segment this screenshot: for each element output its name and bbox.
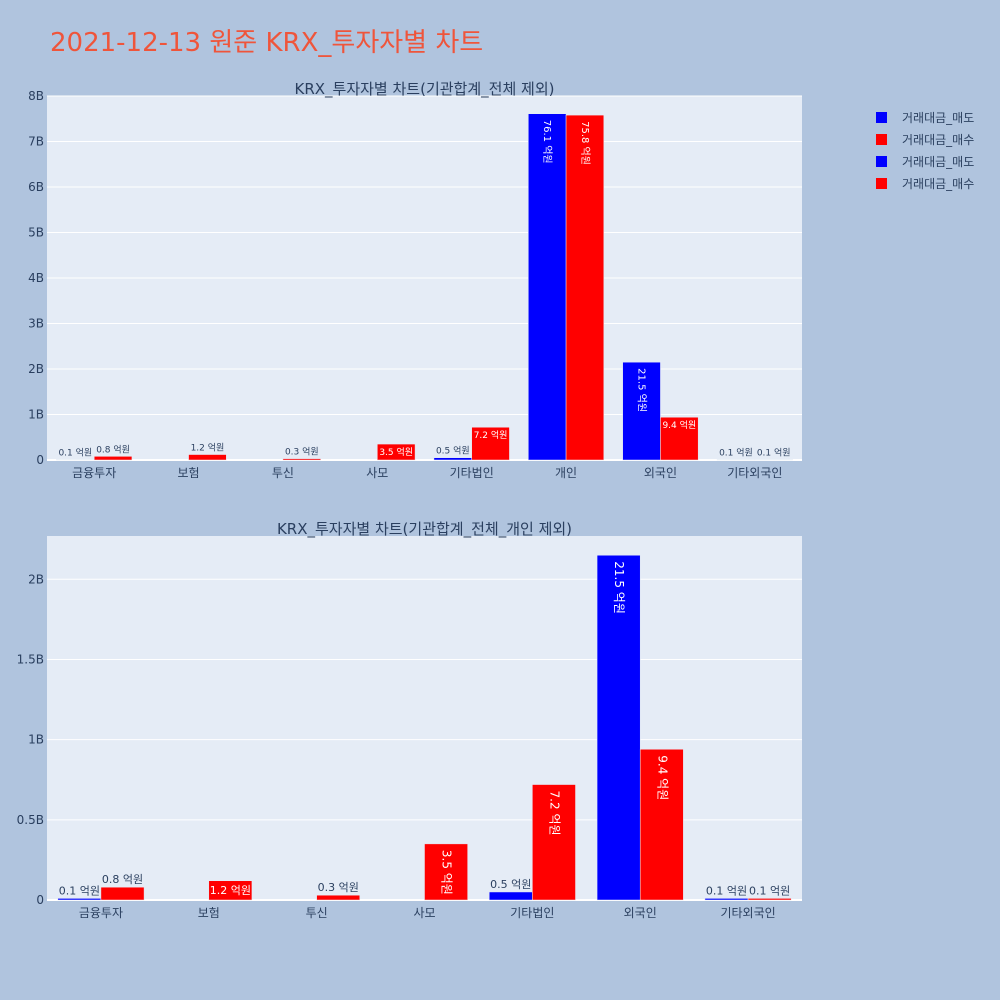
bar	[57, 898, 102, 901]
bar	[528, 113, 567, 461]
bar	[433, 457, 472, 461]
data-label: 0.3 억원	[285, 446, 319, 458]
bar	[747, 898, 792, 901]
x-tick-label: 금융투자	[79, 906, 123, 920]
chart-2: 0 0.5B 1B 1.5B 2B KRX_투자자별 차트(기관합계_전체_개인 제외) 금…	[17, 520, 802, 920]
data-label: 9.4 억원	[662, 419, 696, 431]
bar	[565, 114, 605, 461]
data-label: 75.8 억원	[579, 121, 591, 165]
data-label: 21.5 억원	[636, 368, 648, 412]
x-tick-label: 투신	[272, 466, 294, 480]
data-label: 3.5 억원	[440, 850, 454, 895]
bar	[471, 426, 510, 461]
y-tick-label: 2B	[28, 362, 44, 376]
legend-label: 거래대금_매수	[902, 132, 975, 147]
y-tick-label: 2B	[28, 572, 44, 586]
legend-swatch-sell	[876, 111, 887, 123]
chart-title: KRX_투자자별 차트(기관합계_전체 제외)	[295, 80, 555, 99]
data-label: 0.8 억원	[102, 873, 143, 886]
data-label: 0.1 억원	[719, 447, 753, 459]
data-label: 7.2 억원	[547, 791, 561, 836]
data-label: 0.8 억원	[96, 443, 130, 455]
y-tick-label: 8B	[28, 89, 44, 103]
x-tick-label: 개인	[555, 466, 577, 480]
bar	[532, 784, 576, 901]
legend-item-buy[interactable]: 거래대금_매수	[876, 172, 974, 194]
data-label: 1.2 억원	[191, 442, 225, 454]
legend-label: 거래대금_매수	[902, 176, 975, 191]
data-label: 1.2 억원	[210, 884, 251, 897]
bar	[704, 898, 749, 901]
data-label: 0.3 억원	[318, 881, 359, 894]
legend-swatch-sell	[876, 155, 887, 167]
x-tick-label: 금융투자	[72, 466, 116, 480]
data-label: 21.5 억원	[612, 561, 626, 614]
legend-label: 거래대금_매도	[902, 154, 975, 169]
bar	[282, 458, 321, 461]
bar	[316, 894, 361, 901]
legend-label: 거래대금_매도	[902, 110, 975, 125]
data-label: 76.1 억원	[541, 120, 553, 164]
y-tick-label: 3B	[28, 317, 44, 331]
legend-swatch-buy	[876, 177, 887, 189]
legend-item-sell[interactable]: 거래대금_매도	[876, 106, 974, 128]
x-tick-label: 외국인	[644, 466, 677, 480]
data-label: 0.5 억원	[490, 878, 531, 891]
x-tick-label: 기타외국인	[727, 466, 782, 480]
bar	[93, 456, 133, 461]
x-tick-label: 보험	[198, 906, 220, 920]
y-tick-label: 1B	[28, 733, 44, 747]
y-tick-label: 6B	[28, 180, 44, 194]
y-tick-label: 1.5B	[17, 652, 44, 666]
y-tick-label: 1B	[28, 408, 44, 422]
data-label: 0.1 억원	[706, 884, 747, 897]
bar	[596, 554, 641, 901]
data-label: 0.1 억원	[58, 447, 92, 459]
legend-swatch-buy	[876, 133, 887, 145]
x-tick-label: 기타외국인	[720, 906, 775, 920]
bar	[100, 886, 145, 901]
data-label: 7.2 억원	[474, 429, 508, 441]
x-tick-label: 기타법인	[510, 906, 554, 920]
bar	[377, 443, 416, 461]
data-label: 3.5 억원	[379, 446, 413, 458]
x-tick-label: 투신	[306, 906, 328, 920]
x-tick-label: 보험	[178, 466, 200, 480]
legend-item-buy[interactable]: 거래대금_매수	[876, 128, 974, 150]
chart-title: KRX_투자자별 차트(기관합계_전체_개인 제외)	[277, 520, 572, 539]
bar	[622, 361, 661, 461]
legend: 거래대금_매도 거래대금_매수 거래대금_매도 거래대금_매수	[876, 106, 974, 194]
y-tick-label: 7B	[28, 135, 44, 149]
data-label: 0.1 억원	[749, 884, 790, 897]
bar	[424, 843, 468, 901]
x-tick-label: 사모	[366, 466, 388, 480]
bar	[208, 880, 253, 901]
data-label: 0.1 억원	[59, 884, 100, 897]
bar	[660, 416, 699, 461]
x-tick-label: 기타법인	[450, 466, 494, 480]
y-tick-label: 0.5B	[17, 813, 44, 827]
data-label: 9.4 억원	[655, 755, 669, 800]
bar	[639, 749, 684, 901]
y-tick-label: 4B	[28, 271, 44, 285]
x-tick-label: 사모	[413, 906, 435, 920]
bar	[488, 891, 533, 901]
y-tick-label: 0	[36, 893, 44, 907]
x-tick-label: 외국인	[624, 906, 657, 920]
data-label: 0.5 억원	[436, 445, 470, 457]
bar	[188, 454, 227, 461]
legend-item-sell[interactable]: 거래대금_매도	[876, 150, 974, 172]
data-label: 0.1 억원	[757, 447, 791, 459]
y-tick-label: 0	[36, 453, 44, 467]
y-tick-label: 5B	[28, 226, 44, 240]
chart-1: 0 1B 2B 3B 4B 5B 6B 7B 8B KRX_투자자별 차트(기관합계_전체 제외)…	[28, 80, 802, 480]
page-title: 2021-12-13 원준 KRX_투자자별 차트	[50, 28, 484, 58]
